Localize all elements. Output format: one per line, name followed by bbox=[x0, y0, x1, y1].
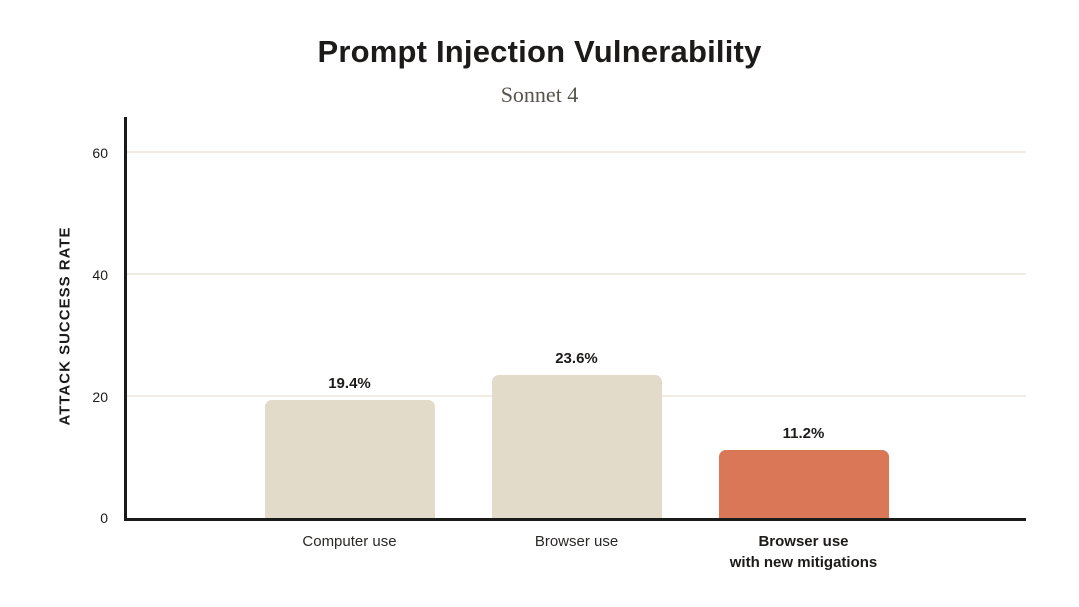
bar-3 bbox=[718, 449, 889, 518]
bar-1 bbox=[264, 400, 435, 518]
y-tick-label-60: 60 bbox=[92, 145, 108, 162]
plot-area: ATTACK SUCCESS RATE 0 20 40 60 19.4% Compute… bbox=[57, 117, 1026, 571]
bars-row: 19.4% Computer use 23.6% Browser use 11.2% Br… bbox=[127, 117, 1026, 571]
x-axis-category-label-1: Computer use bbox=[302, 533, 397, 550]
bar-slot-3: 11.2% Browser use with new mitigations bbox=[718, 117, 889, 571]
bar-slot-2: 23.6% Browser use bbox=[491, 117, 662, 550]
bar-2 bbox=[491, 374, 662, 518]
gridline-y-60 bbox=[127, 151, 1026, 154]
x-axis-category-label-3: Browser use with new mitigations bbox=[729, 533, 878, 571]
y-tick-label-20: 20 bbox=[92, 388, 108, 405]
chart-title: Prompt Injection Vulnerability bbox=[317, 34, 762, 69]
bar-value-label-3: 11.2% bbox=[782, 424, 825, 442]
gridline-y-40 bbox=[127, 272, 1026, 275]
y-axis-title: ATTACK SUCCESS RATE bbox=[56, 226, 74, 426]
x-axis-category-label-2: Browser use bbox=[534, 533, 619, 550]
y-tick-label-40: 40 bbox=[92, 266, 108, 283]
bar-slot-1: 19.4% Computer use bbox=[264, 117, 435, 550]
chart-subtitle: Sonnet 4 bbox=[500, 82, 579, 107]
bar-value-label-2: 23.6% bbox=[555, 349, 598, 367]
y-tick-label-0: 0 bbox=[100, 510, 108, 526]
bar-value-label-1: 19.4% bbox=[328, 375, 371, 393]
